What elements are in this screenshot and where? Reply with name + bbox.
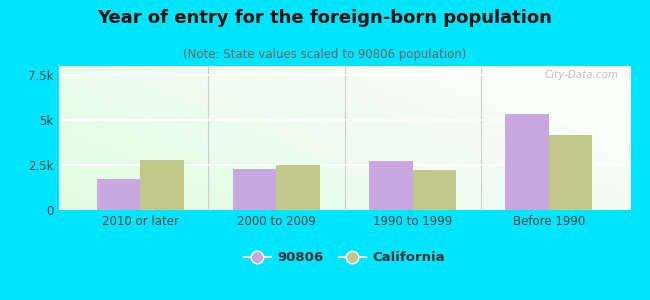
Text: City-Data.com: City-Data.com	[545, 70, 619, 80]
Text: Year of entry for the foreign-born population: Year of entry for the foreign-born popul…	[98, 9, 552, 27]
Legend: 90806, California: 90806, California	[239, 246, 450, 270]
Bar	[549, 135, 592, 210]
Bar	[369, 160, 413, 210]
Bar	[276, 165, 320, 210]
Bar	[413, 169, 456, 210]
Text: (Note: State values scaled to 90806 population): (Note: State values scaled to 90806 popu…	[183, 48, 467, 61]
Bar	[233, 169, 276, 210]
Bar	[140, 160, 184, 210]
Bar	[505, 114, 549, 210]
Bar	[97, 178, 140, 210]
